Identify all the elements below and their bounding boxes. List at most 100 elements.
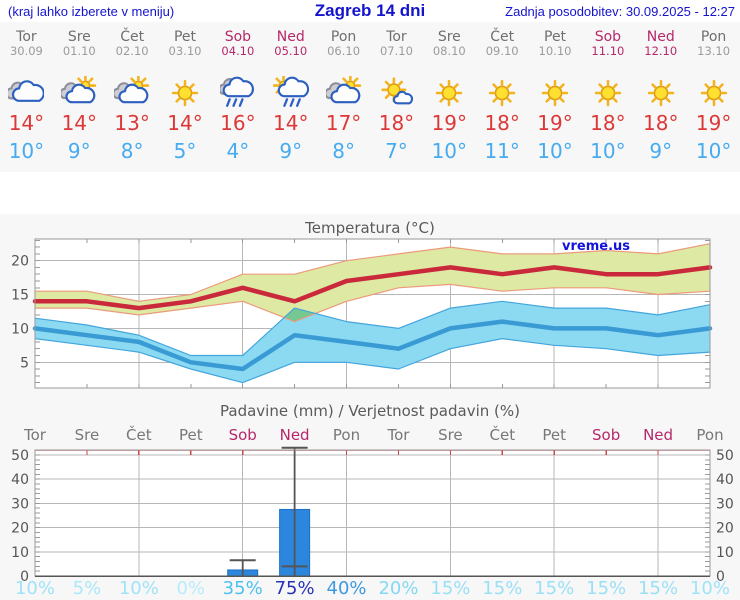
svg-text:40: 40 xyxy=(11,472,29,488)
svg-text:Tor: Tor xyxy=(386,426,410,444)
day-max-temp: 14° xyxy=(167,111,203,135)
day-date: 06.10 xyxy=(327,44,361,58)
day-column-1: Tor 30.09 14° 10° xyxy=(0,22,53,172)
svg-text:Temperatura (°C): Temperatura (°C) xyxy=(304,219,435,237)
day-name: Sob xyxy=(224,29,252,45)
precip-probability-label: 15% xyxy=(534,578,574,599)
day-max-temp: 18° xyxy=(484,111,520,135)
day-max-temp: 14° xyxy=(61,111,98,135)
precip-probability-label: 15% xyxy=(482,578,522,599)
day-name: Pet xyxy=(173,29,197,45)
svg-text:Ned: Ned xyxy=(643,426,673,444)
precip-probability-label: 15% xyxy=(638,578,678,599)
day-max-temp: 16° xyxy=(220,111,256,135)
svg-text:Sob: Sob xyxy=(592,426,620,444)
sunny-icon xyxy=(687,76,740,110)
svg-text:Pet: Pet xyxy=(179,426,203,444)
svg-text:40: 40 xyxy=(716,472,734,488)
day-column-6: Ned 05.10 14° 9° xyxy=(264,22,317,172)
day-date: 10.10 xyxy=(538,44,572,58)
day-max-temp: 19° xyxy=(695,111,732,135)
day-max-temp: 14° xyxy=(8,111,45,135)
day-column-3: Čet 02.10 13° 8° xyxy=(106,22,159,172)
day-name: Pet xyxy=(544,29,567,45)
day-column-14: Pon 13.10 19° 10° xyxy=(687,22,740,172)
day-min-temp: 10° xyxy=(537,139,573,163)
svg-text:Pon: Pon xyxy=(696,426,723,444)
day-column-13: Ned 12.10 18° 9° xyxy=(634,22,687,172)
precip-probability-label: 15% xyxy=(586,578,626,599)
day-column-4: Pet 03.10 14° 5° xyxy=(159,22,212,172)
svg-text:Pon: Pon xyxy=(333,426,360,444)
precip-probability-label: 15% xyxy=(430,578,470,599)
day-min-temp: 10° xyxy=(8,139,45,163)
day-min-temp: 4° xyxy=(226,139,250,163)
svg-text:15: 15 xyxy=(11,288,29,304)
precip-probability-label: 10% xyxy=(15,578,55,599)
svg-text:0: 0 xyxy=(716,569,725,585)
day-min-temp: 8° xyxy=(332,139,355,163)
svg-text:Sre: Sre xyxy=(75,426,100,444)
svg-text:20: 20 xyxy=(11,254,29,270)
svg-text:10: 10 xyxy=(716,545,734,561)
day-name: Tor xyxy=(386,29,407,45)
day-date: 13.10 xyxy=(697,44,731,58)
day-min-temp: 9° xyxy=(649,139,673,163)
partly-cloudy-icon xyxy=(53,74,106,110)
day-name: Sre xyxy=(67,29,91,45)
day-min-temp: 7° xyxy=(385,139,408,163)
svg-text:5: 5 xyxy=(20,355,29,371)
precip-probability-label: 0% xyxy=(176,578,205,599)
precip-probability-label: 75% xyxy=(275,578,315,599)
rain-icon xyxy=(211,76,264,110)
day-column-12: Sob 11.10 18° 10° xyxy=(581,22,634,172)
day-date: 07.10 xyxy=(379,44,413,58)
day-name: Sre xyxy=(437,29,461,45)
svg-text:Ned: Ned xyxy=(280,426,310,444)
day-min-temp: 9° xyxy=(67,139,91,163)
day-max-temp: 14° xyxy=(273,111,309,135)
day-max-temp: 18° xyxy=(590,111,626,135)
sunny-icon xyxy=(476,76,529,110)
day-column-9: Sre 08.10 19° 10° xyxy=(423,22,476,172)
svg-text:10: 10 xyxy=(11,545,29,561)
svg-text:Sob: Sob xyxy=(229,426,257,444)
day-date: 04.10 xyxy=(221,44,255,58)
svg-text:30: 30 xyxy=(716,496,734,512)
day-min-temp: 5° xyxy=(173,139,197,163)
day-date: 01.10 xyxy=(62,44,96,58)
partly-cloudy-icon xyxy=(317,74,370,110)
day-date: 05.10 xyxy=(274,44,308,58)
svg-text:20: 20 xyxy=(716,521,734,537)
day-name: Čet xyxy=(120,29,145,45)
last-update-text: Zadnja posodobitev: 30.09.2025 - 12:27 xyxy=(505,4,735,19)
svg-text:Pet: Pet xyxy=(542,426,566,444)
precipitation-chart: Padavine (mm) / Verjetnost padavin (%) To… xyxy=(11,402,734,599)
day-name: Pon xyxy=(330,29,357,45)
vreme-us-watermark[interactable]: vreme.us xyxy=(562,239,630,254)
svg-text:20: 20 xyxy=(11,521,29,537)
svg-text:10: 10 xyxy=(11,321,29,337)
day-date: 12.10 xyxy=(644,44,678,58)
day-name: Ned xyxy=(276,29,305,45)
day-date: 02.10 xyxy=(115,44,149,58)
sunny-icon xyxy=(581,76,634,110)
precip-probability-label: 5% xyxy=(73,578,102,599)
day-name: Pon xyxy=(700,29,727,45)
day-min-temp: 10° xyxy=(590,139,626,163)
sunny-icon xyxy=(423,76,476,110)
svg-text:Čet: Čet xyxy=(126,425,152,444)
precip-probability-label: 35% xyxy=(223,578,263,599)
day-column-8: Tor 07.10 18° 7° xyxy=(370,22,423,172)
day-name: Tor xyxy=(16,29,37,45)
partly-cloudy-icon xyxy=(106,74,159,110)
svg-text:50: 50 xyxy=(11,448,29,464)
day-column-7: Pon 06.10 17° 8° xyxy=(317,22,370,172)
day-date: 09.10 xyxy=(485,44,519,58)
day-max-temp: 19° xyxy=(537,111,573,135)
day-name: Sob xyxy=(594,29,622,45)
day-min-temp: 11° xyxy=(484,139,520,163)
header: (kraj lahko izberete v meniju) Zagreb 14… xyxy=(0,0,740,22)
day-column-5: Sob 04.10 16° 4° xyxy=(211,22,264,172)
day-name: Čet xyxy=(490,29,515,45)
